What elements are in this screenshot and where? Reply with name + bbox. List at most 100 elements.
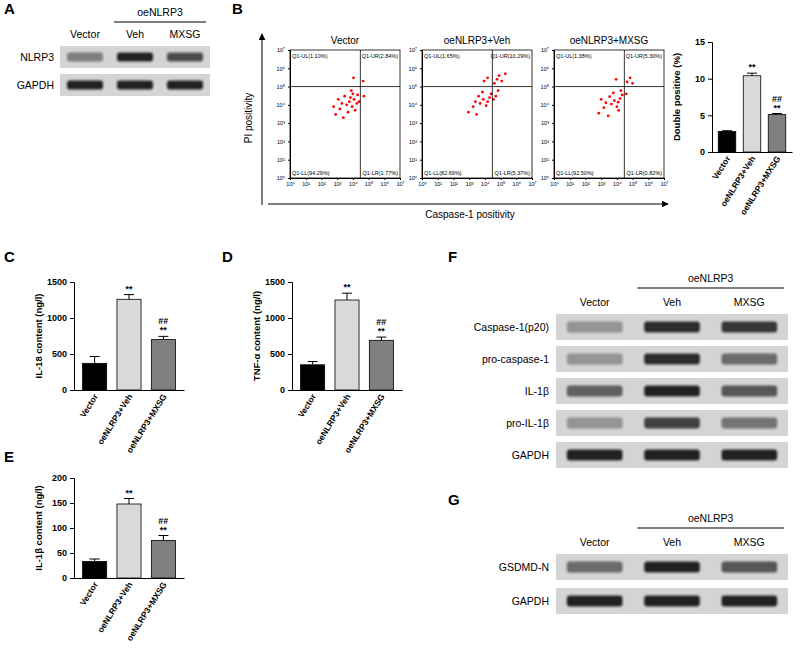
point: [362, 80, 365, 83]
y-tick-label: 500: [270, 349, 285, 359]
blot-band: [567, 562, 623, 573]
error-bar: [772, 114, 782, 115]
y-tick: 10⁶: [409, 66, 422, 72]
x-tick: 10³: [598, 178, 606, 187]
row-label: IL-1β: [525, 385, 549, 397]
error-bar-cap: [90, 356, 100, 357]
y-tick-mark: [420, 68, 422, 69]
error-bar: [722, 130, 732, 132]
x-tick-label: oeNLRP3+MXSG: [738, 154, 783, 217]
flow-plot: Q1-UL(1.38%)Q1-UR(5.30%)Q1-LL(92.50%)Q1-…: [541, 35, 669, 187]
x-axis: 10⁰10¹10²10³10⁴10⁵10⁶10⁷: [286, 178, 404, 187]
y-axis: 051015: [695, 37, 713, 157]
x-tick: oeNLRP3+MXSG: [738, 152, 783, 217]
error-bar-cap: [747, 73, 757, 74]
x-tick: 10⁷: [528, 178, 536, 187]
row-label: Caspase-1(p20): [474, 321, 549, 333]
x-tick: oeNLRP3+Veh: [95, 578, 134, 634]
blot-membrane: [556, 410, 788, 436]
point: [356, 94, 359, 97]
x-tick: 10¹: [434, 178, 442, 187]
x-tick-mark: [337, 178, 338, 180]
y-axis-title: Double positive (%): [671, 53, 682, 141]
blot-band: [167, 80, 203, 89]
x-tick-mark: [438, 178, 439, 180]
y-tick-label: 10⁵: [277, 84, 285, 90]
y-tick-mark: [288, 141, 290, 142]
y-tick-mark: [70, 390, 74, 391]
blot-membrane: [60, 74, 210, 96]
x-axis-line: [75, 390, 185, 391]
x-tick-mark: [570, 178, 571, 180]
x-tick-label: 10⁷: [396, 181, 404, 187]
x-tick-label: Vector: [78, 579, 101, 607]
y-tick-mark: [552, 178, 554, 179]
y-tick-label: 0: [280, 385, 285, 395]
x-tick-mark: [516, 178, 517, 180]
x-tick: 10⁰: [286, 178, 295, 187]
plot-frame: [422, 50, 532, 178]
point: [619, 89, 622, 92]
point: [342, 116, 345, 119]
error-bar: [90, 559, 100, 562]
row-label: pro-caspase-1: [482, 353, 549, 365]
gate-line: [624, 50, 625, 178]
x-tick: 10⁶: [513, 178, 521, 187]
y-tick-label: 15: [695, 37, 705, 47]
point: [604, 101, 607, 104]
blot-membrane: [556, 346, 788, 372]
x-tick: 10⁷: [396, 178, 404, 187]
y-tick-mark: [70, 478, 74, 479]
plot-marks: [422, 50, 532, 178]
point: [474, 100, 477, 103]
y-tick-mark: [288, 123, 290, 124]
y-tick-label: 10⁶: [277, 66, 285, 72]
point: [354, 109, 357, 112]
x-tick-label: 10⁵: [365, 181, 373, 187]
y-axis-line: [70, 283, 75, 391]
error-bar: [158, 336, 168, 339]
error-bar-cap: [722, 130, 732, 131]
x-axis-line: [75, 578, 185, 579]
y-tick-label: 100: [52, 523, 67, 533]
x-tick: 10⁶: [381, 178, 389, 187]
point: [339, 108, 342, 111]
quadrant-label: Q1-UL(1.10%): [292, 53, 328, 59]
group-line: [637, 288, 784, 289]
row-label: GAPDH: [512, 449, 549, 461]
x-tick-mark: [321, 178, 322, 180]
y-tick-mark: [552, 123, 554, 124]
y-tick-mark: [552, 87, 554, 88]
gate-line: [290, 86, 400, 87]
quadrant-label: Q1-UR(2.84%): [362, 53, 399, 59]
y-tick: 10⁷: [541, 47, 554, 53]
y-tick-label: 10³: [277, 120, 285, 126]
blot-band: [567, 596, 623, 607]
x-tick-mark: [384, 178, 385, 180]
x-tick-label: 10⁷: [660, 181, 668, 187]
x-tick-label: 10⁵: [629, 181, 637, 187]
x-tick-label: 10⁴: [349, 181, 358, 187]
x-axis-line: [291, 178, 401, 179]
x-tick-mark: [601, 178, 602, 180]
y-axis-line: [70, 479, 75, 579]
blot-membrane: [556, 442, 788, 468]
x-tick: 10¹: [566, 178, 574, 187]
bar: [301, 365, 325, 390]
y-tick: 50: [57, 548, 74, 558]
y-tick-label: 10⁴: [409, 102, 418, 108]
plot-marks: [83, 295, 176, 390]
western-blot: VectorVehMXSGoeNLRP3Caspase-1(p20)pro-ca…: [474, 272, 788, 468]
x-tick-label: oeNLRP3+MXSG: [124, 580, 169, 643]
x-tick-label: 10⁰: [286, 181, 295, 187]
bar: [83, 562, 107, 579]
point: [617, 109, 620, 112]
x-tick: 10²: [450, 178, 458, 187]
y-tick-label: 1500: [265, 277, 285, 287]
y-axis-title: IL-1β content (ng/l): [33, 485, 44, 570]
quadrant-label: Q1-UR(10.29%): [491, 53, 531, 59]
y-tick-label: 1000: [47, 313, 67, 323]
y-tick-label: 150: [52, 498, 67, 508]
error-bar-cap: [124, 498, 134, 499]
x-tick-label: 10³: [598, 181, 606, 187]
